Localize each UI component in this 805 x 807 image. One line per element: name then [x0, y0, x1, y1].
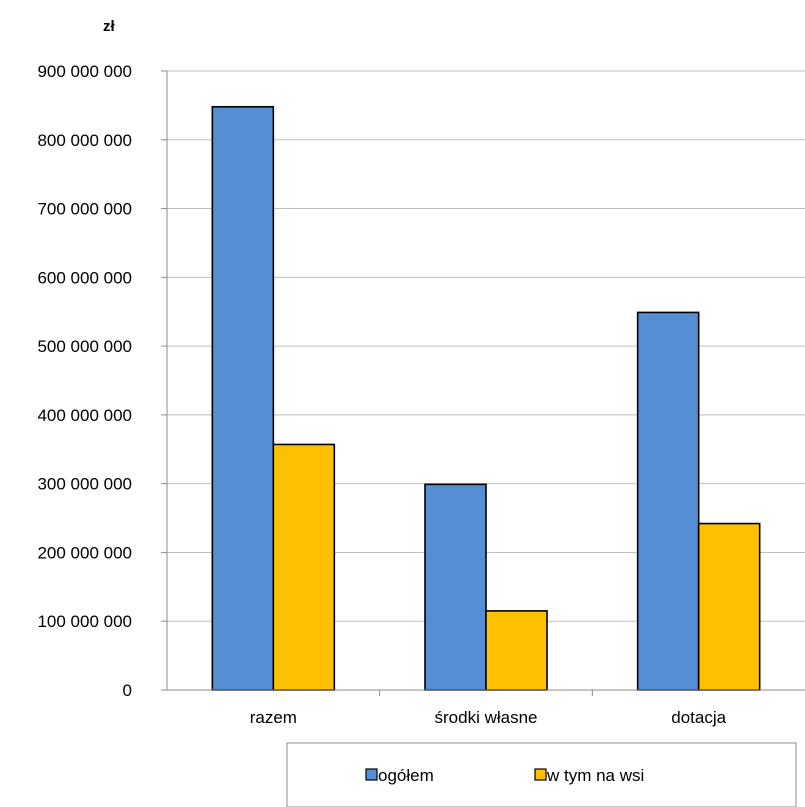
x-category-label: środki własne [435, 708, 538, 727]
y-tick-label: 600 000 000 [37, 268, 132, 287]
x-category-label: dotacja [671, 708, 726, 727]
y-unit-label: zł [103, 18, 116, 35]
x-category-label: razem [250, 708, 297, 727]
y-tick-label: 500 000 000 [37, 337, 132, 356]
x-category-labels: razem środki własne dotacja [250, 708, 727, 727]
bar-ogolem [424, 483, 487, 691]
bar-w-tym-na-wsi [272, 443, 336, 691]
y-tick-label: 100 000 000 [37, 612, 132, 631]
legend-swatch-w-tym-na-wsi [534, 768, 547, 781]
y-tick-label: 300 000 000 [37, 475, 132, 494]
y-tick-label: 0 [123, 681, 132, 700]
y-tick-label: 900 000 000 [37, 62, 132, 81]
bar-w-tym-na-wsi [697, 522, 761, 691]
legend-swatch-ogolem [365, 768, 378, 781]
legend-label-w-tym-na-wsi: w tym na wsi [546, 766, 644, 785]
y-tick-label: 200 000 000 [37, 543, 132, 562]
bar-ogolem [211, 105, 275, 691]
bar-w-tym-na-wsi [485, 610, 548, 691]
axes [166, 71, 805, 696]
y-tick-label: 800 000 000 [37, 131, 132, 150]
y-tick-label: 700 000 000 [37, 200, 132, 219]
legend: ogółem w tym na wsi [286, 742, 797, 807]
legend-label-ogolem: ogółem [378, 766, 434, 785]
bar-ogolem [636, 311, 700, 691]
bars [211, 105, 761, 691]
y-tick-labels: 0 100 000 000 200 000 000 300 000 000 400 00… [37, 62, 132, 700]
y-tick-label: 400 000 000 [37, 406, 132, 425]
